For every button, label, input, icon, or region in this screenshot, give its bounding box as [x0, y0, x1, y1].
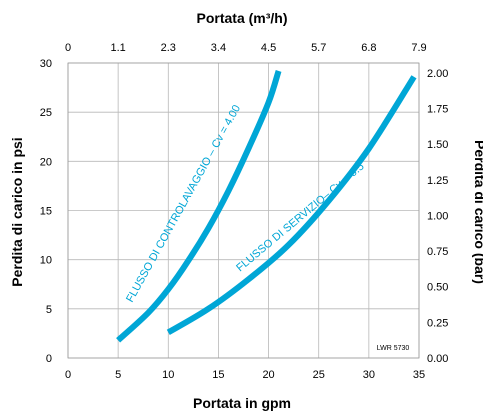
x2-tick-label-6: 6.8 — [361, 42, 376, 54]
grid — [67, 62, 420, 359]
y2-tick-label-4: 1.00 — [427, 210, 448, 222]
x2-tick-label-0: 0 — [65, 42, 71, 54]
y2-tick-label-5: 1.25 — [427, 175, 448, 187]
y2-tick-label-2: 0.50 — [427, 282, 448, 294]
bottom-axis-ticks: 0 5 10 15 20 25 30 35 — [65, 369, 425, 381]
x-tick-label-0: 0 — [65, 369, 71, 381]
x-tick-label-4: 20 — [262, 369, 274, 381]
x2-tick-label-4: 4.5 — [261, 42, 276, 54]
y-tick-label-6: 30 — [40, 58, 52, 70]
y-tick-label-0: 0 — [46, 353, 52, 365]
y-tick-label-2: 10 — [40, 255, 52, 267]
y-tick-label-5: 25 — [40, 107, 52, 119]
series-line-0 — [116, 69, 282, 343]
series-group — [116, 69, 417, 343]
y2-tick-label-6: 1.50 — [427, 139, 448, 151]
x2-tick-label-7: 7.9 — [411, 42, 426, 54]
x2-tick-label-2: 2.3 — [161, 42, 176, 54]
x-axis-title: Portata in gpm — [193, 395, 291, 411]
x-tick-label-1: 5 — [115, 369, 121, 381]
series-label-service: FLUSSO DI SERVIZIO– Cv = 6.5 — [234, 161, 366, 275]
x-tick-label-3: 15 — [212, 369, 224, 381]
y-tick-label-1: 5 — [46, 304, 52, 316]
plot-frame — [67, 62, 420, 359]
y-axis-title: Perdita di carico in psi — [9, 137, 25, 286]
x2-tick-label-1: 1.1 — [110, 42, 125, 54]
x2-tick-label-3: 3.4 — [211, 42, 226, 54]
x-tick-label-2: 10 — [162, 369, 174, 381]
y2-tick-label-7: 1.75 — [427, 104, 448, 116]
y2-tick-label-8: 2.00 — [427, 68, 448, 80]
x-tick-label-5: 25 — [313, 369, 325, 381]
chart-title: Portata (m³/h) — [197, 10, 288, 26]
left-axis-ticks: 0 5 10 15 20 25 30 — [40, 58, 52, 365]
top-axis-ticks: 0 1.1 2.3 3.4 4.5 5.7 6.8 7.9 — [65, 42, 427, 54]
plot-border — [67, 62, 420, 359]
chart-code: LWR 5730 — [377, 345, 410, 352]
y2-tick-label-1: 0.25 — [427, 317, 448, 329]
y2-tick-label-3: 0.75 — [427, 246, 448, 258]
x2-tick-label-5: 5.7 — [311, 42, 326, 54]
series-line-1 — [166, 75, 417, 335]
y2-tick-label-0: 0.00 — [427, 353, 448, 365]
x-tick-label-7: 35 — [413, 369, 425, 381]
y2-axis-title: Perdita di carico (bar) — [472, 140, 483, 284]
y-tick-label-4: 20 — [40, 156, 52, 168]
right-axis-ticks: 0.00 0.25 0.50 0.75 1.00 1.25 1.50 1.75 2.00 — [427, 68, 448, 365]
y-tick-label-3: 15 — [40, 206, 52, 218]
x-tick-label-6: 30 — [363, 369, 375, 381]
